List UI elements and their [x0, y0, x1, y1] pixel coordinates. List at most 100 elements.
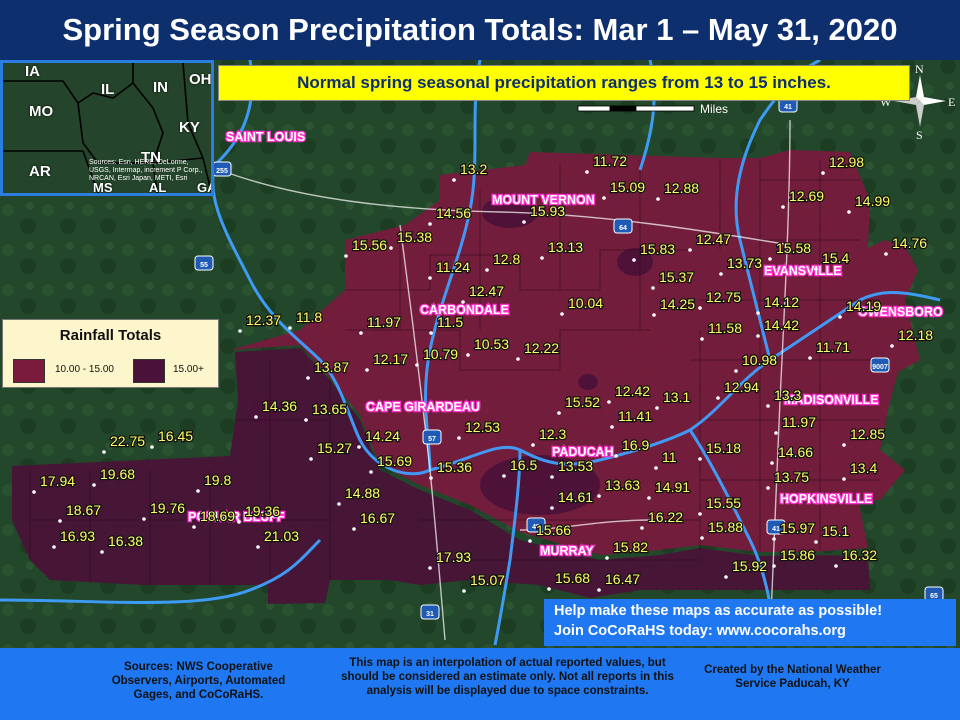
- footer: Sources: NWS Cooperative Observers, Airp…: [0, 648, 960, 720]
- station-dot: [429, 331, 433, 335]
- precip-value: 14.24: [365, 428, 400, 444]
- precip-report: 13.87: [306, 358, 350, 380]
- highway-shield: 57: [422, 429, 442, 445]
- city-label: SAINT LOUIS: [226, 130, 305, 144]
- station-dot: [304, 418, 308, 422]
- precip-value: 19.8: [204, 472, 231, 488]
- scale-bar: Miles: [577, 102, 728, 116]
- highway-shields: 255 55 64 41 57 9007 45 41 31 65: [194, 97, 944, 620]
- precip-value: 15.93: [530, 203, 565, 219]
- station-dot: [485, 268, 489, 272]
- scale-label: Miles: [700, 102, 728, 116]
- locator-inset-map: IA IL IN OH MO KY AR TN MS AL GA Sources…: [0, 60, 214, 196]
- city-label: HOPKINSVILLE: [780, 492, 872, 506]
- precip-report: 14.76: [884, 234, 928, 256]
- station-dot: [734, 369, 738, 373]
- station-dot: [834, 564, 838, 568]
- station-dot: [652, 313, 656, 317]
- precip-value: 22.75: [110, 433, 145, 449]
- station-dot: [700, 536, 704, 540]
- precip-value: 17.94: [40, 473, 75, 489]
- station-dot: [884, 252, 888, 256]
- inset-state-lines: [3, 63, 211, 193]
- station-dot: [58, 519, 62, 523]
- station-dot: [516, 357, 520, 361]
- precip-report: 16.22: [640, 508, 684, 530]
- precip-value: 13.1: [663, 389, 690, 405]
- station-dot: [605, 556, 609, 560]
- precip-report: 14.61: [550, 488, 594, 510]
- station-dot: [814, 267, 818, 271]
- station-dot: [461, 300, 465, 304]
- precip-report: 13.3: [766, 386, 803, 408]
- highway-shield: 9007: [870, 357, 890, 373]
- station-dot: [337, 502, 341, 506]
- precip-value: 19.68: [100, 466, 135, 482]
- cocorahs-line1: Help make these maps as accurate as poss…: [554, 603, 883, 619]
- station-dot: [700, 337, 704, 341]
- compass-n: N: [915, 62, 924, 76]
- precip-value: 15.68: [555, 570, 590, 586]
- precip-report: 14.99: [847, 192, 891, 214]
- precip-report: 15.93: [522, 202, 566, 224]
- station-dot: [842, 443, 846, 447]
- svg-text:41: 41: [772, 526, 780, 533]
- precip-report: 16.32: [834, 546, 878, 568]
- station-dot: [772, 564, 776, 568]
- station-dot: [550, 506, 554, 510]
- station-dot: [52, 545, 56, 549]
- station-dot: [847, 210, 851, 214]
- precip-value: 15.4: [822, 250, 849, 266]
- highway-shield: 31: [420, 604, 440, 620]
- precip-report: 15.56: [344, 236, 388, 258]
- station-dot: [256, 545, 260, 549]
- precip-report: 12.85: [842, 425, 886, 447]
- precip-report: 13.75: [766, 468, 810, 490]
- precip-value: 21.03: [264, 528, 299, 544]
- precip-report: 15.07: [462, 571, 506, 593]
- precip-report: 11: [654, 448, 678, 470]
- precip-value: 19.36: [245, 503, 280, 519]
- precip-report: 12.22: [516, 339, 560, 361]
- precip-value: 12.17: [373, 351, 408, 367]
- cocorahs-line2[interactable]: Join CoCoRaHS today: www.cocorahs.org: [554, 623, 846, 639]
- precip-value: 12.37: [246, 312, 281, 328]
- city-label: OWENSBORO: [858, 305, 943, 319]
- precip-value: 15.69: [377, 453, 412, 469]
- precip-value: 15.92: [732, 558, 767, 574]
- precip-value: 16.67: [360, 510, 395, 526]
- station-dot: [772, 537, 776, 541]
- precip-report: 15.09: [602, 178, 646, 200]
- precip-report: 12.8: [485, 250, 522, 272]
- band-15-plus-pocket: [578, 374, 598, 390]
- station-dot: [32, 490, 36, 494]
- precip-report: 14.91: [647, 478, 691, 500]
- precip-value: 12.3: [539, 426, 566, 442]
- station-dot: [890, 344, 894, 348]
- precip-value: 16.38: [108, 533, 143, 549]
- precip-value: 11.58: [708, 320, 742, 336]
- station-dot: [557, 411, 561, 415]
- precip-report: 12.42: [607, 382, 651, 404]
- station-dot: [150, 445, 154, 449]
- precip-report: 14.25: [652, 295, 696, 317]
- station-dot: [602, 196, 606, 200]
- station-dot: [359, 331, 363, 335]
- inset-state-il: IL: [101, 81, 115, 98]
- precip-value: 16.47: [605, 571, 640, 587]
- precip-value: 13.4: [850, 460, 877, 476]
- station-dot: [655, 406, 659, 410]
- precip-report: 15.66: [528, 521, 572, 543]
- svg-text:255: 255: [216, 168, 228, 175]
- precip-report: 22.75: [102, 432, 146, 454]
- precip-value: 12.94: [724, 379, 759, 395]
- precip-report: 16.93: [52, 527, 96, 549]
- cocorahs-banner: Help make these maps as accurate as poss…: [544, 599, 956, 646]
- band-10-15: [230, 150, 920, 555]
- precip-report: 12.17: [365, 350, 409, 372]
- station-dot: [238, 329, 242, 333]
- precip-value: 14.42: [764, 317, 799, 333]
- precipitation-map: SAINT LOUIS MOUNT VERNON EVANSVILLE OWENSBO…: [0, 60, 960, 648]
- legend-label-15-plus: 15.00+: [173, 364, 204, 375]
- station-dot: [369, 470, 373, 474]
